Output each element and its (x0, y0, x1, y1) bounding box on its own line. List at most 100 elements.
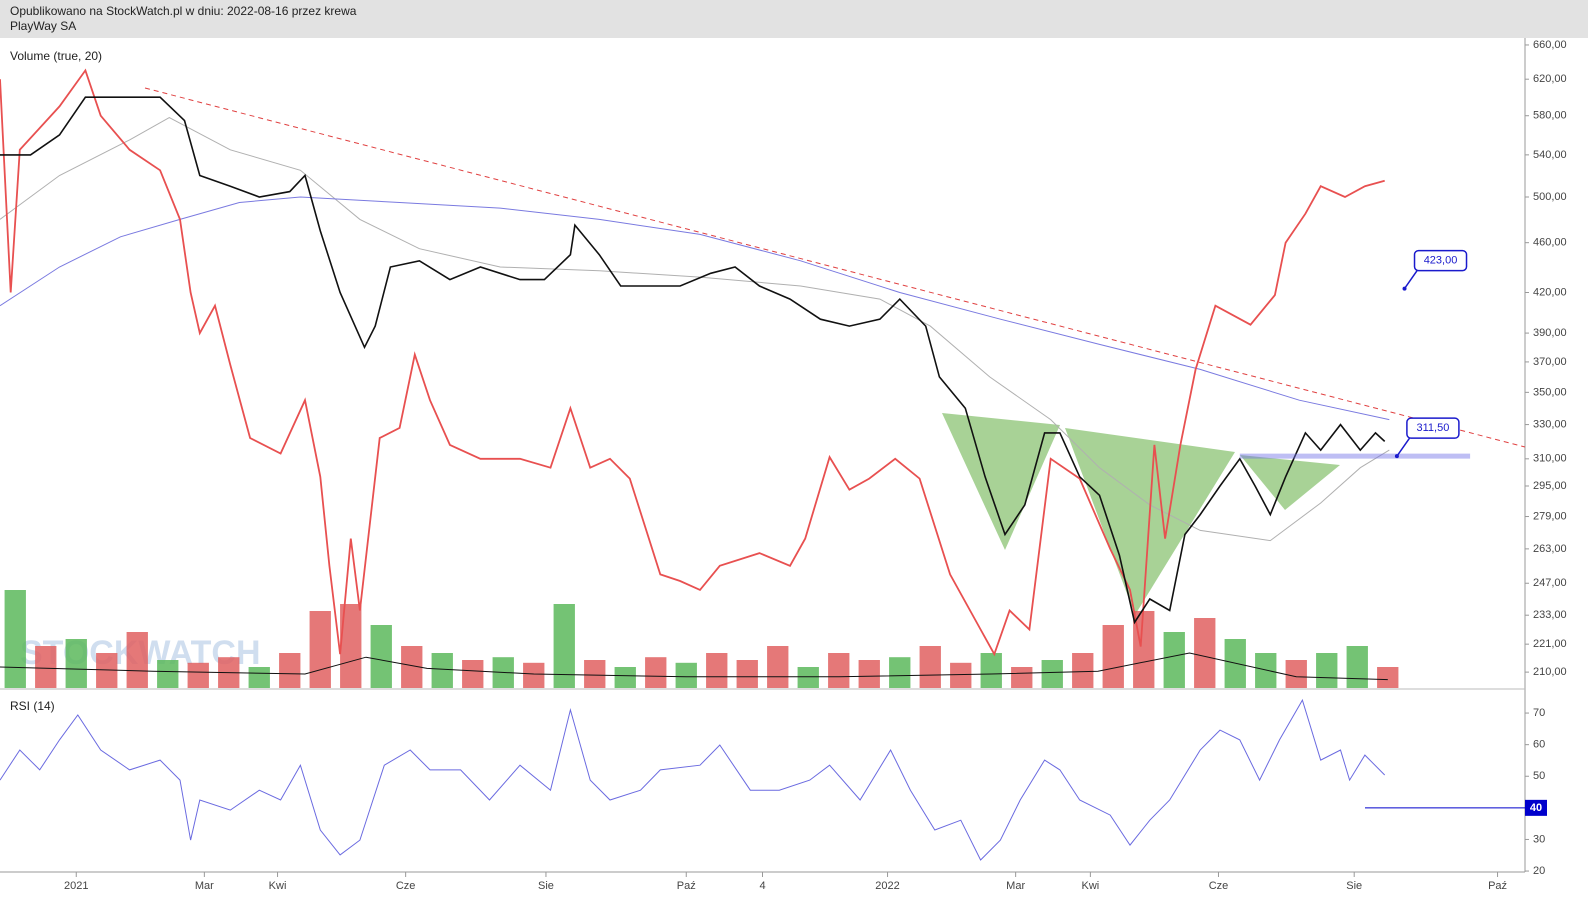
volume-bar (1377, 667, 1399, 688)
volume-bar (858, 660, 880, 688)
y-tick-label: 233,00 (1533, 609, 1567, 621)
y-tick-label: 390,00 (1533, 327, 1567, 339)
annotation-box (1413, 249, 1468, 272)
rsi-title: RSI (14) (10, 699, 55, 713)
series-line (0, 68, 1385, 657)
x-tick-label: 2022 (875, 880, 899, 892)
volume-bar (1072, 653, 1094, 688)
y-tick-label: 263,00 (1533, 543, 1567, 555)
y-tick-label: 350,00 (1533, 386, 1567, 398)
annotation-pointer (1396, 435, 1412, 457)
x-tick-label: Mar (1006, 880, 1025, 892)
volume-bar (126, 632, 148, 688)
volume-bar (614, 667, 636, 688)
volume-bar (1011, 667, 1033, 688)
y-tick-label: 295,00 (1533, 480, 1567, 492)
y-tick-label: 20 (1533, 865, 1545, 877)
series-line (0, 196, 1390, 421)
volume-bar (950, 662, 972, 688)
x-tick-label: Sie (1346, 880, 1362, 892)
annotation-point (1402, 286, 1407, 291)
volume-bar (340, 604, 362, 688)
volume-bar (1194, 618, 1216, 688)
volume-bar (584, 660, 606, 688)
volume-bar (35, 646, 57, 688)
volume-bar (1285, 660, 1307, 688)
annotation-label: 311,50 (1416, 422, 1449, 434)
x-tick-label: Mar (195, 880, 214, 892)
volume-bar (523, 662, 545, 688)
volume-bar (1316, 653, 1338, 688)
volume-bar (797, 667, 819, 688)
volume-bar (1041, 660, 1063, 688)
rsi-level-label: 40 (1530, 802, 1542, 814)
volume-bar (553, 604, 575, 688)
volume-bar (157, 660, 179, 688)
volume-bar (1346, 646, 1368, 688)
y-tick-label: 330,00 (1533, 418, 1567, 430)
header-name: PlayWay SA (10, 19, 76, 33)
y-tick-label: 279,00 (1533, 510, 1567, 522)
volume-bar (828, 653, 850, 688)
volume-bar (401, 646, 423, 688)
x-tick-label: Kwi (269, 880, 287, 892)
x-tick-label: Kwi (1082, 880, 1100, 892)
y-tick-label: 660,00 (1533, 39, 1567, 51)
x-tick-label: 4 (759, 880, 765, 892)
y-tick-label: 70 (1533, 707, 1545, 719)
volume-bar (645, 657, 667, 688)
y-tick-label: 60 (1533, 739, 1545, 751)
volume-bar (431, 653, 453, 688)
volume-ma (0, 652, 1388, 681)
y-tick-label: 310,00 (1533, 453, 1567, 465)
rsi-level-box (1525, 799, 1547, 816)
series-line (0, 117, 1390, 542)
volume-label: Volume (true, 20) (10, 49, 102, 63)
x-tick-label: 2021 (64, 880, 88, 892)
volume-bar (736, 660, 758, 688)
y-tick-label: 50 (1533, 770, 1545, 782)
annotation-label: 423,00 (1424, 255, 1458, 267)
volume-bar (1163, 632, 1185, 688)
volume-bar (706, 653, 728, 688)
y-tick-label: 221,00 (1533, 638, 1567, 650)
volume-bar (279, 653, 301, 688)
volume-bar (1102, 625, 1124, 688)
y-tick-label: 370,00 (1533, 356, 1567, 368)
volume-bar (980, 653, 1002, 688)
volume-bar (919, 646, 941, 688)
volume-bar (370, 625, 392, 688)
series-line (0, 698, 1386, 861)
x-tick-label: Paź (1488, 880, 1507, 892)
volume-bar (4, 590, 26, 688)
x-tick-label: Paź (677, 880, 696, 892)
annotation-point (1394, 454, 1399, 459)
header-published: Opublikowano na StockWatch.pl w dniu: 20… (10, 4, 357, 18)
pattern-triangle (942, 413, 1060, 550)
volume-bar (65, 639, 87, 688)
x-tick-label: Sie (538, 880, 554, 892)
y-tick-label: 500,00 (1533, 191, 1567, 203)
volume-bar (187, 662, 209, 688)
trend-line (144, 87, 1526, 448)
y-tick-label: 460,00 (1533, 237, 1567, 249)
patterns (144, 87, 1526, 615)
pattern-triangle (1240, 455, 1340, 510)
header-bar (0, 0, 1588, 38)
annotation-box (1406, 417, 1460, 439)
volume-bar (248, 667, 270, 688)
y-tick-label: 580,00 (1533, 110, 1567, 122)
annotation-pointer (1403, 268, 1420, 290)
y-tick-label: 247,00 (1533, 577, 1567, 589)
volume-bar (675, 662, 697, 688)
x-tick-label: Cze (396, 880, 416, 892)
y-tick-label: 620,00 (1533, 73, 1567, 85)
y-tick-label: 540,00 (1533, 149, 1567, 161)
volume-bar (889, 657, 911, 688)
volume-bar (462, 660, 484, 688)
y-tick-label: 30 (1533, 833, 1545, 845)
volume-bar (767, 646, 789, 688)
volume-bar (309, 611, 331, 688)
x-tick-label: Cze (1209, 880, 1229, 892)
